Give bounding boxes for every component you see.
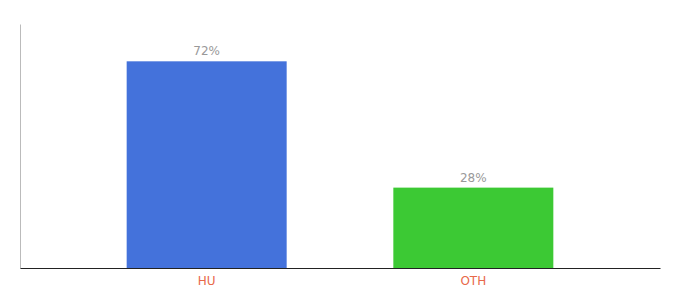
x-tick-label: HU [198, 274, 216, 288]
plot: HU OTH 72% 28% [21, 25, 661, 288]
bars [127, 61, 554, 268]
data-label: 28% [460, 171, 487, 185]
x-axis-line [21, 268, 661, 269]
x-tick-label: OTH [460, 274, 486, 288]
bar [127, 61, 287, 268]
x-axis: HU OTH [21, 269, 661, 288]
bar [393, 188, 553, 268]
x-tick: OTH [460, 274, 486, 288]
chart: HU OTH 72% 28% [0, 0, 680, 300]
y-axis [20, 25, 21, 269]
y-axis-line [20, 25, 21, 269]
x-tick: HU [198, 274, 216, 288]
data-label: 72% [193, 44, 220, 58]
data-labels: 72% 28% [193, 44, 486, 184]
